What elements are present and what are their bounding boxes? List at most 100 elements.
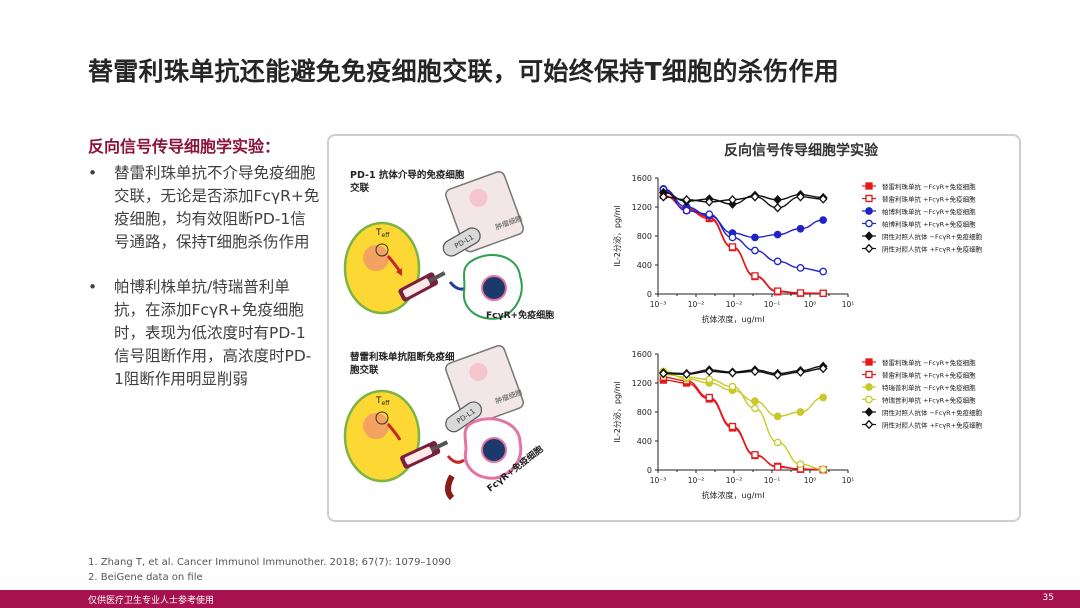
data-point (773, 438, 782, 447)
y-axis-label: IL-2分泌，pg/ml (612, 205, 622, 267)
y-tick-label: 800 (637, 232, 652, 241)
x-tick-label: 10⁻³ (650, 300, 667, 309)
bullet-item: • 帕博利株单抗/特瑞普利单抗，在添加FcγR+免疫细胞时，表现为低浓度时有PD-… (88, 276, 320, 391)
data-point (796, 192, 805, 202)
page-number: 35 (1042, 593, 1054, 603)
diagram-top: 肿瘤细胞 PD-L1 Teff FcγR+免疫细胞 (343, 171, 554, 321)
data-point (864, 243, 874, 254)
legend-label: 特瑞普利单抗 −FcγR+免疫细胞 (882, 383, 976, 392)
y-tick-label: 400 (637, 437, 652, 446)
data-point (865, 395, 873, 404)
data-point (705, 375, 714, 384)
data-point (864, 419, 874, 430)
data-point (865, 383, 873, 391)
footer-bar: 仅供医疗卫生专业人士参考使用 35 (0, 590, 1080, 608)
y-tick-label: 1200 (632, 203, 652, 212)
data-point (773, 412, 782, 421)
data-point (682, 369, 691, 380)
bullet-list: • 替雷利珠单抗不介导免疫细胞交联，无论是否添加FcγR+免疫细胞，均有效阻断PD… (88, 162, 320, 413)
data-point (659, 368, 668, 379)
data-point (819, 267, 828, 276)
references: 1. Zhang T, et al. Cancer Immunol Immuno… (88, 555, 451, 585)
y-tick-label: 800 (637, 408, 652, 417)
y-tick-label: 1600 (632, 174, 652, 183)
teff-sub: eff (382, 400, 391, 407)
data-point (865, 358, 873, 366)
bullet-marker: • (88, 278, 98, 296)
il2-chart-bottom: 0 400 800 1200 1600 10⁻³ 10⁻² 10⁻² 10⁻¹ 10⁰ 10¹ IL-… (612, 350, 983, 500)
data-point (751, 404, 759, 413)
data-point (704, 366, 714, 377)
x-tick-label: 10⁻¹ (764, 476, 781, 485)
data-point (796, 289, 805, 297)
y-tick-label: 0 (647, 466, 652, 475)
series-line (663, 379, 824, 471)
data-point (728, 194, 737, 205)
legend-label: 阴性对照人抗体 −FcγR+免疫细胞 (882, 408, 983, 417)
data-point (819, 393, 828, 402)
footer-disclaimer: 仅供医疗卫生专业人士参考使用 (88, 596, 215, 606)
data-point (750, 192, 760, 202)
diagram-bottom: 肿瘤细胞 PD-L1 Teff FcγR+免疫细胞 (343, 345, 546, 501)
data-point (705, 393, 713, 402)
panel-title: 反向信号传导细胞学实验 (724, 143, 878, 159)
data-point (751, 397, 759, 405)
x-tick-label: 10⁰ (804, 476, 817, 485)
data-point (751, 246, 759, 255)
series-line (663, 373, 824, 470)
y-tick-label: 0 (647, 290, 652, 299)
x-tick-label: 10¹ (842, 300, 855, 309)
series-5: 阴性对照人抗体 +FcγR+免疫细胞 (659, 363, 983, 430)
data-point (865, 370, 873, 379)
data-point (750, 366, 760, 377)
legend-label: 帕博利珠单抗 +FcγR+免疫细胞 (882, 220, 976, 229)
x-tick-label: 10⁻² (726, 476, 743, 485)
data-point (682, 194, 691, 205)
bullet-item: • 替雷利珠单抗不介导免疫细胞交联，无论是否添加FcγR+免疫细胞，均有效阻断PD… (88, 162, 320, 254)
legend-label: 替雷利珠单抗 −FcγR+免疫细胞 (882, 358, 976, 367)
legend-label: 替雷利珠单抗 −FcγR+免疫细胞 (882, 182, 976, 191)
x-axis-label: 抗体浓度，ug/ml (702, 314, 765, 324)
data-point (751, 451, 759, 459)
data-point (773, 230, 782, 239)
data-point (819, 465, 828, 474)
diagram-bottom-label: 替雷利珠单抗阻断免疫细胞交联 (350, 352, 455, 376)
teff-label: Teff (375, 228, 390, 239)
data-point (773, 202, 783, 213)
fcr-cell-label: FcγR+免疫细胞 (486, 309, 554, 321)
data-point (751, 233, 759, 242)
legend-label: 特瑞普利单抗 +FcγR+免疫细胞 (882, 396, 976, 405)
series-5: 阴性对照人抗体 +FcγR+免疫细胞 (659, 192, 983, 254)
t-cell-nucleus (363, 245, 389, 271)
teff-sub: eff (382, 232, 391, 239)
data-point (773, 287, 782, 295)
section-subheading: 反向信号传导细胞学实验： (88, 137, 281, 156)
x-tick-label: 10⁰ (804, 300, 817, 309)
bullet-marker: • (88, 164, 98, 182)
x-tick-label: 10⁻² (688, 476, 705, 485)
data-point (705, 210, 714, 219)
x-tick-label: 10⁻² (688, 300, 705, 309)
x-tick-label: 10⁻³ (650, 476, 667, 485)
teff-main: T (375, 396, 382, 406)
reference-item: 2. BeiGene data on file (88, 572, 203, 583)
data-point (819, 289, 827, 297)
data-point (704, 197, 714, 207)
data-point (728, 382, 737, 391)
x-axis-label: 抗体浓度，ug/ml (702, 490, 765, 500)
pdl1-bottom: PD-L1 (445, 401, 483, 433)
data-point (682, 206, 691, 215)
x-tick-label: 10⁻¹ (764, 300, 781, 309)
bullet-text: 替雷利珠单抗不介导免疫细胞交联，无论是否添加FcγR+免疫细胞，均有效阻断PD-… (114, 164, 320, 251)
legend-label: 阴性对照人抗体 +FcγR+免疫细胞 (882, 245, 983, 254)
legend-label: 替雷利珠单抗 +FcγR+免疫细胞 (882, 371, 976, 380)
data-point (773, 257, 782, 266)
data-point (773, 370, 783, 380)
teff-main: T (375, 228, 382, 238)
reference-item: 1. Zhang T, et al. Cancer Immunol Immuno… (88, 557, 451, 568)
y-tick-label: 1600 (632, 350, 652, 359)
data-point (659, 192, 668, 202)
x-tick-label: 10⁻² (726, 300, 743, 309)
legend-label: 阴性对照人抗体 −FcγR+免疫细胞 (882, 232, 983, 241)
legend-label: 替雷利珠单抗 +FcγR+免疫细胞 (882, 195, 976, 204)
